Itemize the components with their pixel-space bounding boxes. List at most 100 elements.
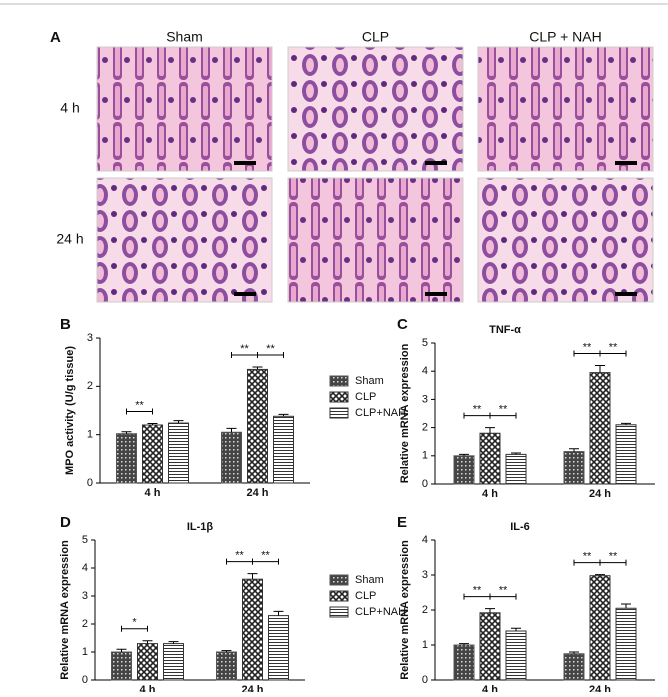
- y-tick-label: 0: [87, 477, 93, 489]
- significance-bracket: [599, 350, 627, 357]
- y-axis-title: Relative mRNA expression: [399, 343, 411, 483]
- bar: [505, 630, 527, 681]
- bar: [479, 432, 501, 485]
- legend-label: Sham: [355, 574, 384, 586]
- significance-mark: **: [499, 404, 508, 416]
- error-bar: [142, 640, 153, 644]
- legend-label: Sham: [355, 375, 384, 387]
- error-bar: [621, 603, 631, 609]
- significance-mark: **: [235, 550, 244, 562]
- x-tick-label: 24 h: [246, 487, 268, 499]
- column-label: Sham: [166, 29, 203, 45]
- column-label: CLP: [362, 29, 389, 45]
- error-bar: [247, 573, 258, 580]
- y-tick-label: 3: [422, 569, 428, 581]
- column-label: CLP + NAH: [529, 29, 602, 45]
- legend-swatch: [329, 375, 349, 387]
- y-tick-label: 0: [422, 674, 428, 686]
- significance-bracket: [599, 559, 627, 566]
- error-bar: [485, 427, 495, 434]
- significance-bracket: [252, 558, 279, 565]
- x-tick-label: 4 h: [145, 487, 161, 499]
- bar: [163, 643, 184, 681]
- bar: [563, 451, 585, 485]
- legend-swatch: [329, 391, 349, 403]
- scale-bar: [425, 292, 447, 296]
- bar: [268, 615, 289, 681]
- significance-mark: **: [609, 551, 618, 563]
- error-bar: [511, 452, 521, 455]
- y-tick-label: 4: [422, 365, 428, 377]
- legend-label: CLP+NAH: [355, 407, 406, 419]
- x-tick-label: 24 h: [589, 684, 611, 692]
- bar: [505, 453, 527, 485]
- chart-title: TNF-α: [489, 324, 521, 336]
- bar: [615, 607, 637, 681]
- y-tick-label: 2: [82, 618, 88, 630]
- y-axis-title: MPO activity (U/g tissue): [64, 346, 76, 475]
- significance-bracket: [126, 408, 153, 415]
- panel-label: D: [60, 514, 71, 531]
- y-tick-label: 1: [82, 646, 88, 658]
- legend-label: CLP: [355, 590, 376, 602]
- significance-bracket: [121, 625, 148, 632]
- significance-mark: **: [499, 585, 508, 597]
- bar: [221, 431, 242, 484]
- bar: [137, 643, 158, 681]
- bar: [589, 372, 611, 485]
- row-label: 4 h: [60, 100, 79, 116]
- chart-title: IL-1β: [187, 521, 214, 533]
- bar: [453, 455, 475, 485]
- histology-image: [96, 177, 273, 303]
- bar: [168, 422, 189, 484]
- bar: [247, 368, 268, 484]
- error-bar: [459, 453, 469, 456]
- y-tick-label: 3: [422, 393, 428, 405]
- error-bar: [116, 648, 127, 652]
- bar: [216, 651, 237, 681]
- error-bar: [121, 431, 132, 434]
- x-tick-label: 4 h: [140, 684, 156, 692]
- bar: [142, 424, 163, 484]
- y-tick-label: 1: [422, 639, 428, 651]
- scale-bar: [234, 292, 256, 296]
- bar: [589, 575, 611, 681]
- histology-image: [477, 46, 654, 172]
- y-tick-label: 3: [87, 332, 93, 344]
- error-bar: [459, 643, 469, 645]
- bar: [479, 612, 501, 681]
- bar: [273, 415, 294, 484]
- bar: [615, 424, 637, 485]
- error-bar: [569, 651, 579, 654]
- y-tick-label: 1: [87, 429, 93, 441]
- y-tick-label: 2: [422, 604, 428, 616]
- y-tick-label: 0: [422, 478, 428, 490]
- error-bar: [226, 427, 237, 433]
- y-tick-label: 1: [422, 450, 428, 462]
- significance-mark: **: [266, 343, 275, 355]
- significance-bracket: [489, 593, 517, 600]
- scale-bar: [615, 161, 637, 165]
- significance-mark: **: [583, 551, 592, 563]
- error-bar: [273, 610, 284, 616]
- error-bar: [485, 608, 495, 613]
- y-tick-label: 2: [87, 380, 93, 392]
- y-tick-label: 2: [422, 422, 428, 434]
- scale-bar: [615, 292, 637, 296]
- chart-title: IL-6: [510, 521, 530, 533]
- histology-image: [96, 46, 273, 172]
- error-bar: [621, 422, 631, 425]
- legend-label: CLP+NAH: [355, 606, 406, 618]
- significance-mark: *: [132, 617, 137, 629]
- legend-swatch: [329, 590, 349, 602]
- bar: [242, 578, 263, 681]
- histology-image: [477, 177, 654, 303]
- error-bar: [173, 420, 184, 424]
- x-tick-label: 24 h: [241, 684, 263, 692]
- significance-bracket: [257, 352, 284, 358]
- significance-mark: **: [240, 343, 249, 355]
- significance-mark: **: [583, 341, 592, 353]
- bar: [453, 644, 475, 681]
- significance-mark: **: [473, 404, 482, 416]
